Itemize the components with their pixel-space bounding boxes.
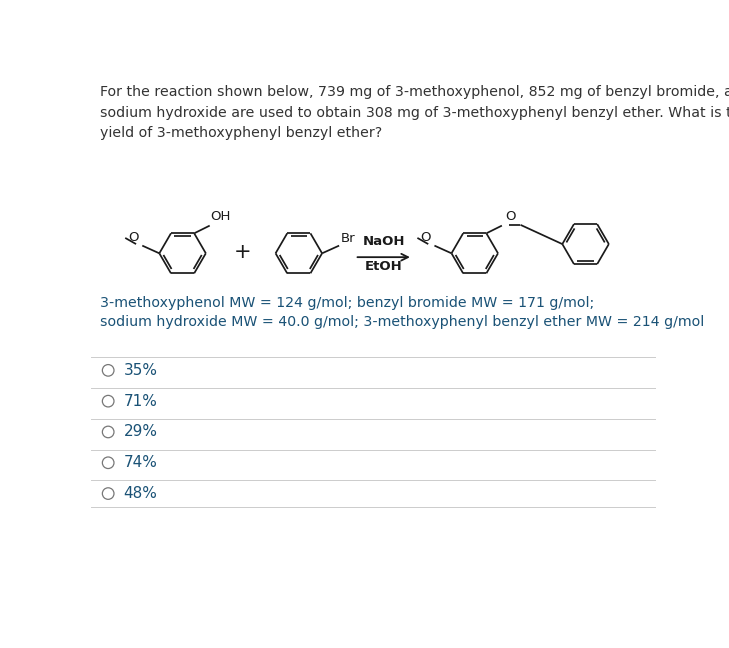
Text: 74%: 74% [124,456,157,470]
Text: sodium hydroxide MW = 40.0 g/mol; 3-methoxyphenyl benzyl ether MW = 214 g/mol: sodium hydroxide MW = 40.0 g/mol; 3-meth… [101,315,705,329]
Text: EtOH: EtOH [364,260,402,273]
Text: Br: Br [340,232,355,245]
Text: 71%: 71% [124,394,157,409]
Text: NaOH: NaOH [362,235,405,248]
Text: 3-methoxyphenol MW = 124 g/mol; benzyl bromide MW = 171 g/mol;: 3-methoxyphenol MW = 124 g/mol; benzyl b… [101,295,595,310]
Text: +: + [233,242,251,262]
Text: O: O [505,211,515,224]
Text: 29%: 29% [124,424,157,439]
Text: OH: OH [211,211,231,224]
Text: O: O [420,231,431,244]
Text: O: O [128,231,139,244]
Text: 48%: 48% [124,486,157,501]
Text: For the reaction shown below, 739 mg of 3-methoxyphenol, 852 mg of benzyl bromid: For the reaction shown below, 739 mg of … [101,86,729,139]
Text: 35%: 35% [124,363,157,378]
